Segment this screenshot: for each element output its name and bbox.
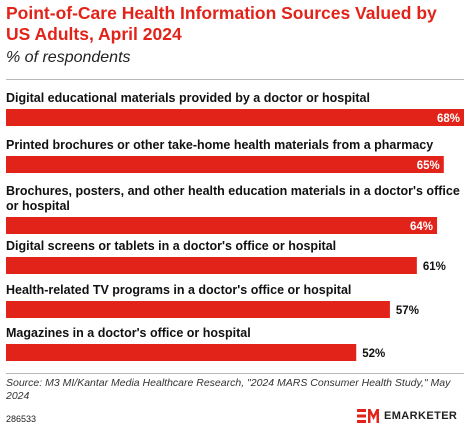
- category-label: Digital screens or tablets in a doctor's…: [6, 239, 336, 253]
- value-label: 64%: [410, 221, 433, 233]
- bar: [6, 156, 444, 173]
- value-label: 65%: [417, 160, 440, 172]
- bar: [6, 301, 390, 318]
- value-label: 61%: [423, 261, 446, 273]
- category-label: Magazines in a doctor's office or hospit…: [6, 326, 251, 340]
- em-logo-icon: [357, 409, 379, 423]
- chart-id: 286533: [6, 414, 37, 424]
- top-divider: [6, 79, 464, 80]
- category-label: Printed brochures or other take-home hea…: [6, 138, 433, 152]
- bar: [6, 257, 417, 274]
- source-footnote: Source: M3 MI/Kantar Media Healthcare Re…: [6, 377, 451, 402]
- bottom-divider: [6, 373, 464, 374]
- bar: [6, 109, 464, 126]
- chart-subtitle: % of respondents: [6, 49, 131, 66]
- category-label: Digital educational materials provided b…: [6, 91, 370, 105]
- chart-title: Point-of-Care Health Information Sources…: [6, 3, 437, 44]
- brand-wordmark: EMARKETER: [384, 410, 458, 422]
- bar: [6, 344, 357, 361]
- value-label: 68%: [437, 113, 460, 125]
- bar: [6, 217, 438, 234]
- category-label: or hospital: [6, 199, 70, 213]
- value-label: 52%: [362, 348, 385, 360]
- category-label: Brochures, posters, and other health edu…: [6, 184, 460, 198]
- emarketer-logo: EMARKETER: [357, 409, 457, 423]
- value-label: 57%: [396, 305, 419, 317]
- category-label: Health-related TV programs in a doctor's…: [6, 283, 351, 297]
